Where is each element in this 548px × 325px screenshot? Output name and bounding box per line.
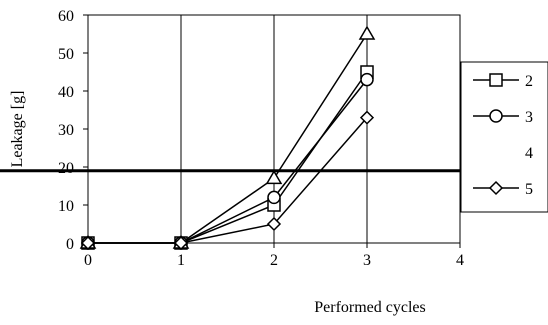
series-3-point <box>360 72 374 87</box>
legend-marker-2 <box>489 73 503 87</box>
series-4-point <box>358 25 376 40</box>
legend-label: 2 <box>525 73 533 90</box>
series-4-point <box>265 169 283 185</box>
legend-marker-5 <box>488 180 504 196</box>
x-tick-label: 1 <box>177 252 185 269</box>
series-4-line <box>88 33 368 244</box>
legend-marker-3 <box>489 109 503 123</box>
x-tick-label: 3 <box>363 252 371 269</box>
series-5-point <box>80 235 96 251</box>
x-axis-label: Performed cycles <box>314 299 426 316</box>
x-tick-label: 2 <box>270 252 278 269</box>
series-5-point <box>359 110 375 125</box>
x-tick-label: 0 <box>84 252 92 269</box>
y-axis-label: Leakage [g] <box>9 91 26 168</box>
y-tick-label: 40 <box>58 84 74 101</box>
y-tick-label: 60 <box>58 8 74 25</box>
series-5-point <box>173 235 189 251</box>
y-tick-label: 50 <box>58 46 74 63</box>
series-5-point <box>266 216 282 232</box>
series-5-line <box>88 117 368 244</box>
series-3-line <box>88 79 368 244</box>
y-tick-label: 0 <box>66 236 74 253</box>
y-tick-label: 20 <box>58 160 74 177</box>
legend-box <box>460 61 548 213</box>
y-tick-label: 30 <box>58 122 74 139</box>
legend-label: 5 <box>525 181 533 198</box>
series-3-point <box>267 190 281 205</box>
y-tick-label: 10 <box>58 198 74 215</box>
legend-label: 4 <box>525 145 533 162</box>
x-tick-label: 4 <box>456 252 464 269</box>
legend-label: 3 <box>525 109 533 126</box>
